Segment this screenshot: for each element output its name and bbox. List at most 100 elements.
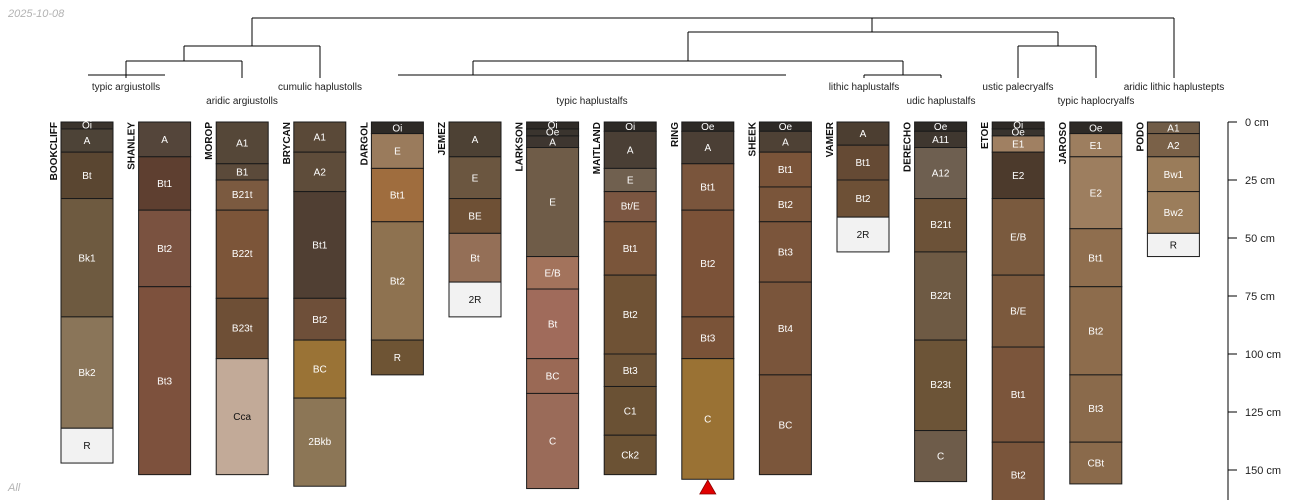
profile-name: VAMER: [825, 121, 836, 157]
horizon: [215, 297, 269, 360]
horizon: [603, 191, 657, 223]
horizon: [293, 121, 347, 153]
horizon-label: E: [627, 176, 634, 187]
profile-shanley: A Bt1 Bt2 Bt3 SHANLEY: [127, 121, 192, 476]
profile-derecho: Oe A11 A12 B21t B22t B23t C DERECHO: [903, 121, 968, 483]
horizon-label: Oe: [546, 127, 560, 138]
horizon-label: Oe: [779, 122, 793, 133]
horizon: [991, 198, 1045, 276]
horizon-label: Bt3: [778, 248, 793, 259]
profile-name: LARKSON: [515, 122, 526, 171]
horizon-label: A1: [236, 138, 249, 149]
horizon-label: A: [704, 143, 711, 154]
horizon-label: Bt4: [778, 324, 793, 335]
horizon: [215, 121, 269, 165]
profile-morop: A1 B1 B21t B22t B23t Cca MOROP: [204, 121, 269, 476]
horizon-label: A12: [932, 169, 950, 180]
taxon-label: cumulic haplustolls: [278, 82, 362, 93]
taxon-label: aridic argiustolls: [206, 96, 278, 107]
horizon: [758, 186, 812, 223]
horizon-label: Bt1: [623, 244, 638, 255]
horizon: [914, 430, 968, 483]
horizon-label: B1: [236, 167, 249, 178]
horizon: [60, 427, 114, 464]
horizon-label: B/E: [1010, 307, 1026, 318]
depth-axis: 0 cm 25 cm 50 cm 75 cm 100 cm 125 cm 150 cm: [1227, 117, 1281, 500]
horizon-label: B21t: [232, 190, 253, 201]
horizon: [1069, 228, 1123, 288]
taxon-label: ustic palecryalfs: [982, 82, 1053, 93]
horizon: [215, 179, 269, 211]
horizon: [370, 167, 424, 223]
depth-tick-label: 100 cm: [1245, 349, 1281, 361]
horizon-label: Bk2: [78, 368, 96, 379]
profile-jaroso: Oe E1 E2 Bt1 Bt2 Bt3 CBt JAROSO: [1058, 121, 1123, 485]
horizon: [1069, 156, 1123, 230]
horizon-label: E1: [1012, 140, 1025, 151]
horizon-label: A: [549, 137, 556, 148]
horizon-label: Oe: [701, 122, 715, 133]
horizon-label: E: [394, 147, 401, 158]
profile-name: JAROSO: [1058, 122, 1069, 164]
horizon-label: C: [704, 415, 711, 426]
depth-tick-label: 50 cm: [1245, 233, 1275, 245]
profile-podo: A1 A2 Bw1 Bw2 R PODO: [1135, 121, 1200, 258]
horizon: [215, 209, 269, 299]
horizon: [138, 156, 192, 211]
horizon-label: Oi: [1013, 120, 1023, 131]
horizon-label: A: [782, 137, 789, 148]
horizon: [914, 251, 968, 341]
horizon-label: Cca: [233, 412, 251, 423]
horizon-label: Bt2: [312, 315, 327, 326]
dendrogram: [88, 17, 1175, 78]
horizon-label: E: [549, 198, 556, 209]
horizon-label: E2: [1090, 188, 1103, 199]
horizon-label: CBt: [1087, 459, 1104, 470]
horizon-label: A1: [314, 133, 327, 144]
horizon-label: A: [627, 145, 634, 156]
horizon: [914, 147, 968, 200]
taxon-label: typic argiustolls: [92, 82, 160, 93]
profile-name: ETOE: [980, 122, 991, 149]
profile-name: MOROP: [204, 122, 215, 160]
horizon-label: Oe: [934, 122, 948, 133]
horizon-label: Bt3: [157, 376, 172, 387]
horizon: [1069, 441, 1123, 485]
horizon-label: Bt2: [390, 277, 405, 288]
horizon: [681, 163, 735, 211]
taxon-label: udic haplustalfs: [907, 96, 976, 107]
horizon-label: E1: [1090, 141, 1103, 152]
horizon: [526, 256, 580, 290]
horizon-label: Bt2: [1088, 326, 1103, 337]
horizon: [836, 179, 890, 218]
horizon: [370, 339, 424, 376]
profile-name: SHEEK: [747, 121, 758, 156]
horizon-label: 2Bkb: [308, 437, 331, 448]
horizon: [370, 221, 424, 341]
horizon-label: E/B: [545, 268, 561, 279]
horizon-label: 2R: [857, 230, 870, 241]
horizon-label: Bt2: [855, 194, 870, 205]
horizon: [603, 385, 657, 436]
horizon-label: Bt1: [1088, 253, 1103, 264]
horizon-label: A11: [932, 135, 949, 146]
horizon: [758, 281, 812, 376]
horizon-label: Bt1: [855, 158, 870, 169]
profile-sheek: Oe A Bt1 Bt2 Bt3 Bt4 BC SHEEK: [747, 121, 812, 476]
horizon-label: R: [394, 353, 401, 364]
horizon-label: B22t: [232, 249, 253, 260]
profile-name: SHANLEY: [127, 122, 138, 170]
horizon: [526, 358, 580, 394]
horizon: [603, 130, 657, 169]
horizon-label: Bt1: [778, 165, 793, 176]
horizon-label: Bt1: [1011, 390, 1026, 401]
depth-tick-label: 150 cm: [1245, 465, 1281, 477]
horizon: [914, 339, 968, 432]
horizon-label: Bt2: [623, 310, 638, 321]
horizon: [758, 374, 812, 476]
depth-tick-label: 25 cm: [1245, 175, 1275, 187]
horizon: [758, 221, 812, 283]
profile-maitland: Oi A E Bt/E Bt1 Bt2 Bt3 C1 Ck2 MAITLAND: [592, 121, 657, 476]
